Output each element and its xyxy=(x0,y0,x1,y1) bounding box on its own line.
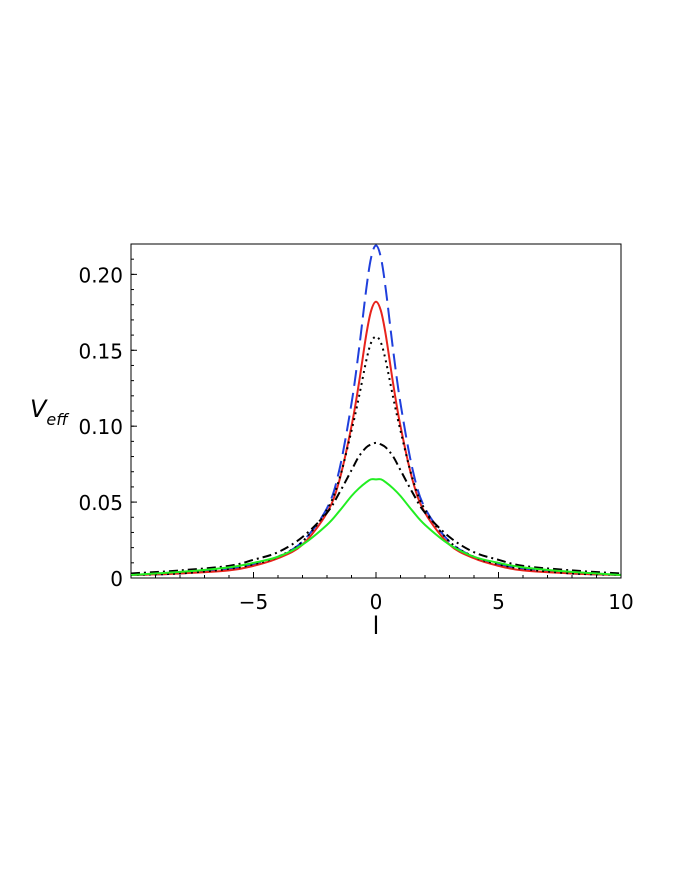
y-tick-label: 0 xyxy=(110,567,123,591)
plot-frame xyxy=(130,243,622,579)
series-line-1 xyxy=(130,244,622,576)
y-axis-label-sub: eff xyxy=(46,410,70,429)
y-tick-label: 0.05 xyxy=(78,491,123,515)
series-line-4 xyxy=(130,441,622,575)
y-tick-label: 0.10 xyxy=(78,415,123,439)
y-axis-label: Veff xyxy=(30,395,70,429)
series-layer xyxy=(130,244,622,576)
series-line-3 xyxy=(130,335,622,576)
series-line-5 xyxy=(130,478,622,576)
y-tick-label: 0.15 xyxy=(78,339,123,363)
x-tick-label: 10 xyxy=(608,590,633,614)
series-line-2 xyxy=(130,300,622,576)
x-tick-label: 5 xyxy=(492,590,505,614)
x-tick-label: −5 xyxy=(239,590,268,614)
y-tick-label: 0.20 xyxy=(78,263,123,287)
x-tick-label: 0 xyxy=(370,590,383,614)
y-axis-label-main: V xyxy=(30,395,48,423)
ticks-layer: −5 0 5 10 0 0.05 0.10 0.15 0.20 xyxy=(78,243,634,614)
x-axis-label: l xyxy=(373,612,380,640)
